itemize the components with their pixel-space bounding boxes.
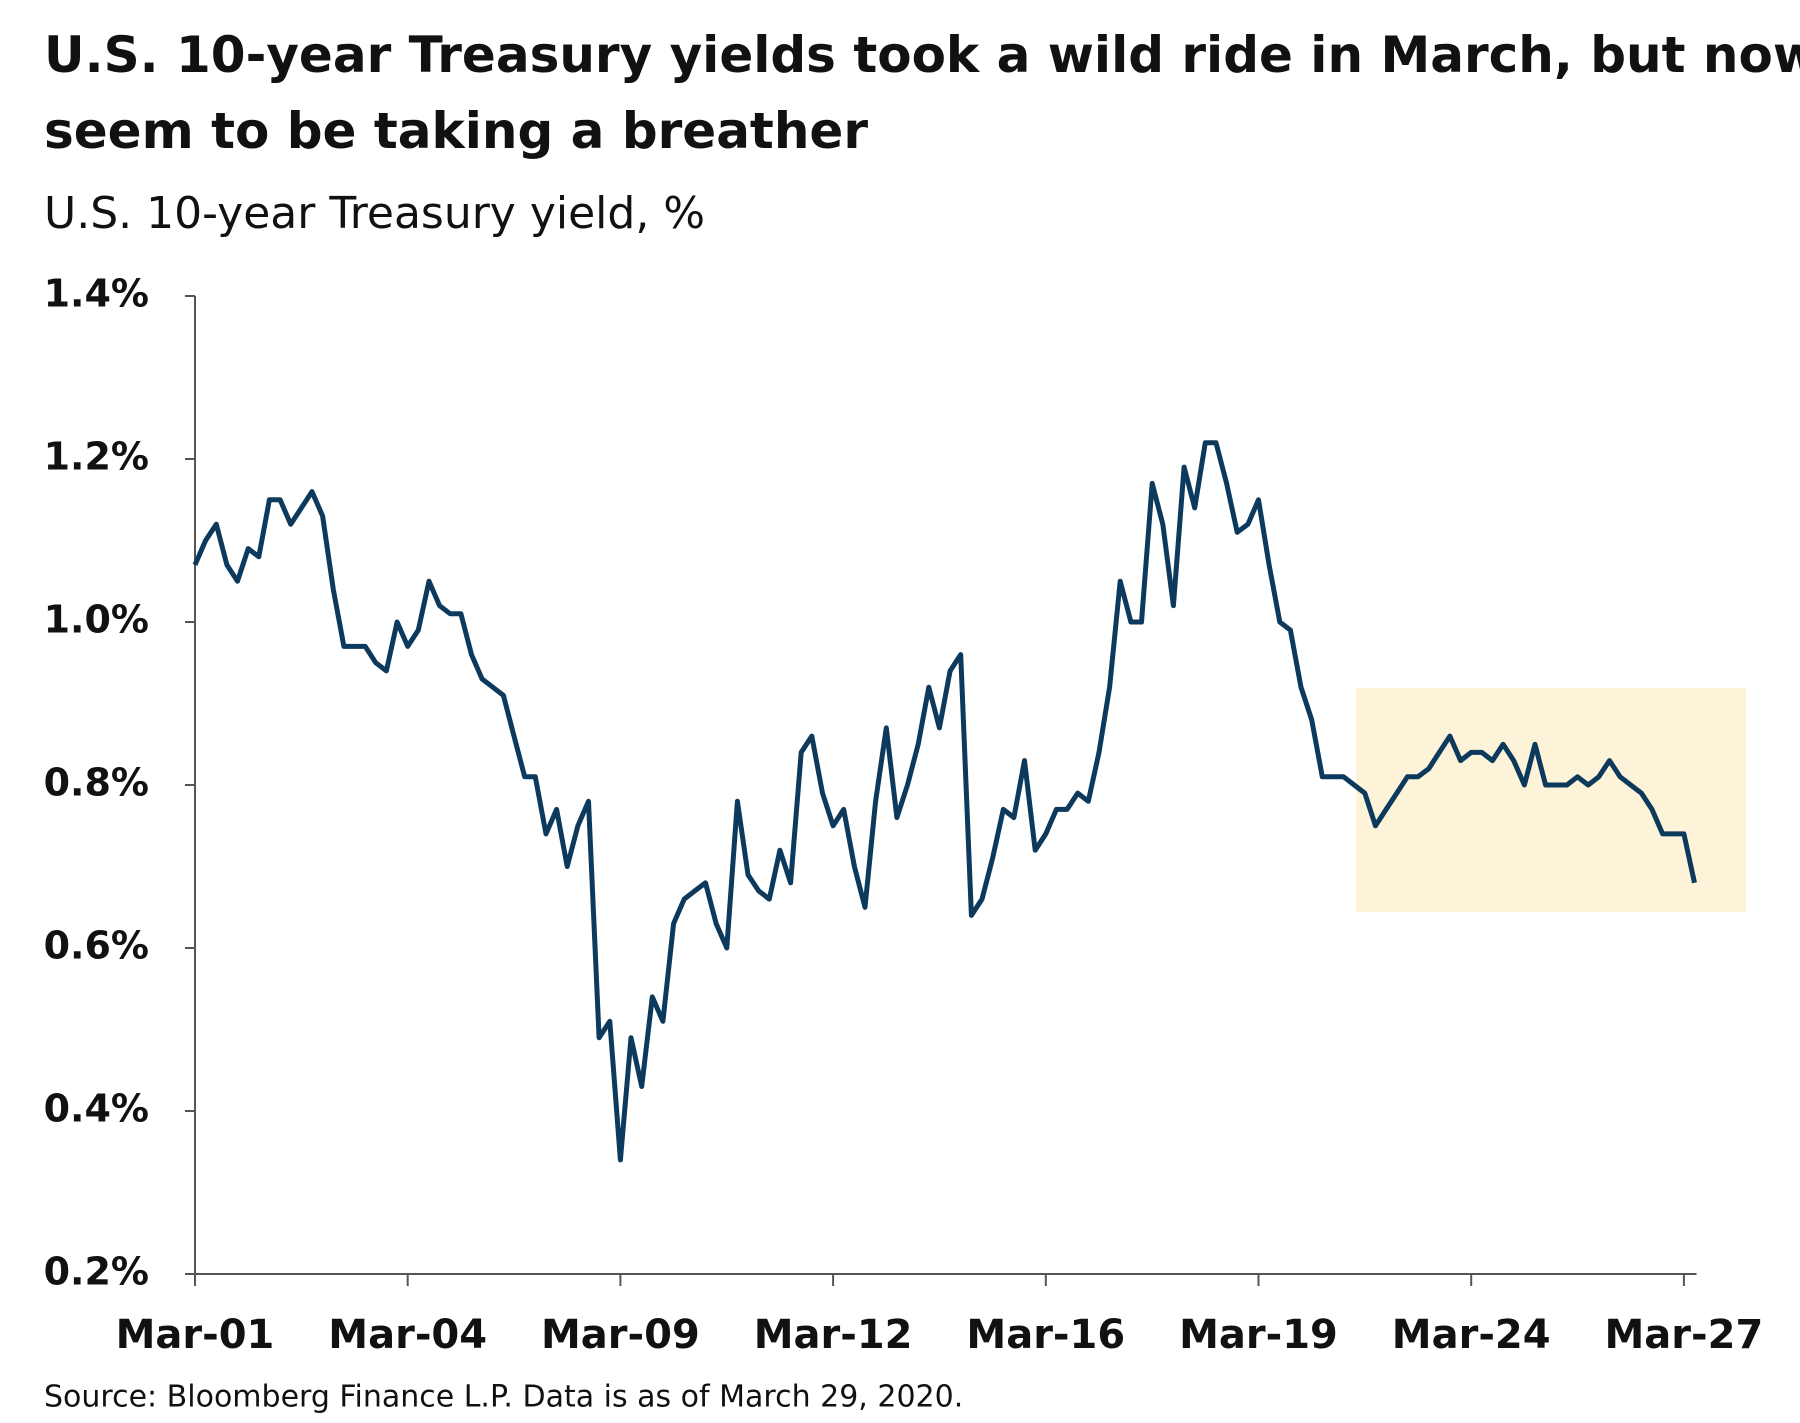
y-tick-label: 1.2% xyxy=(44,435,149,479)
x-tick-label: Mar-24 xyxy=(1392,1312,1551,1358)
x-tick-label: Mar-04 xyxy=(328,1312,487,1358)
x-tick-label: Mar-19 xyxy=(1179,1312,1338,1358)
x-tick-label: Mar-16 xyxy=(966,1312,1125,1358)
data-line xyxy=(192,440,1697,1163)
source-note: Source: Bloomberg Finance L.P. Data is a… xyxy=(44,1380,963,1415)
y-tick-label: 1.4% xyxy=(44,272,149,316)
chart-title: U.S. 10-year Treasury yields took a wild… xyxy=(44,26,1800,160)
chart-subtitle: U.S. 10-year Treasury yield, % xyxy=(44,188,705,239)
x-tick-label: Mar-27 xyxy=(1605,1312,1764,1358)
x-tick-label: Mar-09 xyxy=(541,1312,700,1358)
x-tick-label: Mar-12 xyxy=(754,1312,913,1358)
x-tick-label: Mar-01 xyxy=(116,1312,275,1358)
y-tick-label: 0.8% xyxy=(44,761,149,805)
y-tick-label: 0.4% xyxy=(44,1087,149,1131)
y-tick-label: 0.6% xyxy=(44,924,149,968)
highlight-region xyxy=(1356,688,1746,912)
y-tick-label: 1.0% xyxy=(44,598,149,642)
y-tick-label: 0.2% xyxy=(44,1250,149,1294)
